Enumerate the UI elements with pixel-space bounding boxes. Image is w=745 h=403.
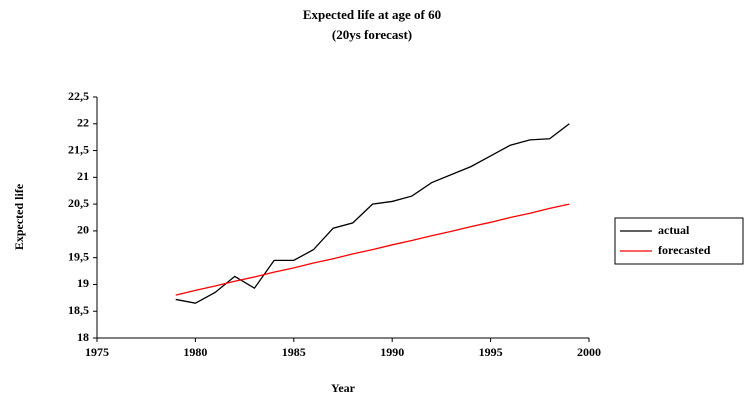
y-tick-label: 20,5 <box>68 196 89 210</box>
legend-label: forecasted <box>658 243 711 257</box>
x-tick-label: 1980 <box>183 345 207 359</box>
y-tick-label: 19,5 <box>68 249 89 263</box>
x-tick-label: 1990 <box>380 345 404 359</box>
chart-subtitle: (20ys forecast) <box>332 27 412 42</box>
line <box>175 203 570 296</box>
y-tick-label: 21 <box>77 169 89 183</box>
y-tick-label: 22,5 <box>68 89 89 103</box>
y-tick-label: 21,5 <box>68 142 89 156</box>
x-tick-label: 1985 <box>282 345 306 359</box>
x-tick-label: 1975 <box>85 345 109 359</box>
chart-title: Expected life at age of 60 <box>303 7 441 22</box>
legend <box>614 217 744 265</box>
x-tick-label: 1995 <box>479 345 503 359</box>
legend-label: actual <box>658 223 690 237</box>
y-tick-label: 20 <box>77 223 89 237</box>
x-tick-label: 2000 <box>577 345 601 359</box>
y-tick-label: 22 <box>77 116 89 130</box>
line <box>175 123 570 304</box>
x-axis-label: Year <box>331 381 356 395</box>
y-tick-label: 18 <box>77 330 89 344</box>
y-tick-label: 18,5 <box>68 303 89 317</box>
y-axis-label: Expected life <box>12 183 26 250</box>
y-tick-label: 19 <box>77 276 89 290</box>
